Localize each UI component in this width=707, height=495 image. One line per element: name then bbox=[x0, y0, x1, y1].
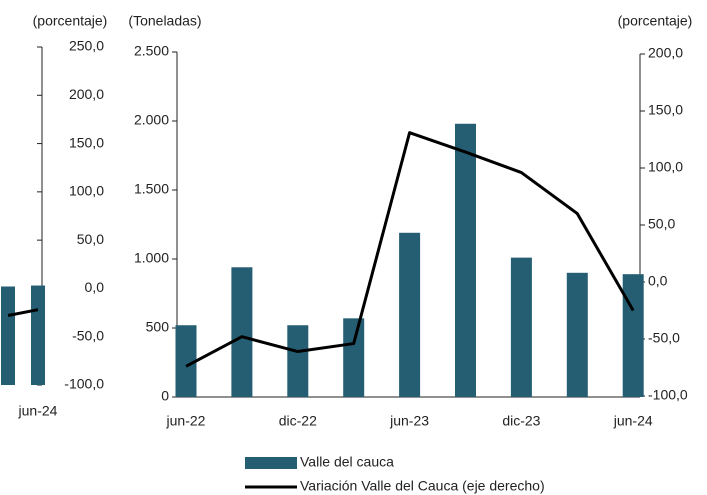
legend-label: Valle del cauca bbox=[300, 454, 394, 470]
y2-tick-label: 100,0 bbox=[648, 159, 683, 175]
y2-tick-label: 50,0 bbox=[77, 231, 104, 247]
bar bbox=[510, 257, 532, 397]
x-tick-label: jun-24 bbox=[613, 413, 653, 429]
x-tick-label: jun-22 bbox=[166, 413, 206, 429]
y2-tick-label: -100,0 bbox=[64, 376, 104, 392]
y2-axis-title: (porcentaje) bbox=[33, 13, 108, 29]
y2-tick-label: 200,0 bbox=[648, 45, 683, 61]
bar bbox=[31, 285, 45, 385]
y2-tick-label: -50,0 bbox=[648, 330, 680, 346]
line bbox=[7, 308, 39, 317]
y-tick-label: 1.000 bbox=[134, 250, 169, 266]
y2-tick-label: 50,0 bbox=[648, 216, 675, 232]
y-tick-label: 2.500 bbox=[134, 43, 169, 59]
y2-tick-label: 0,0 bbox=[85, 279, 105, 295]
bar bbox=[455, 123, 476, 397]
line bbox=[185, 131, 635, 368]
y2-tick-label: 0,0 bbox=[648, 273, 668, 289]
y2-tick-label: 200,0 bbox=[69, 86, 104, 102]
bar bbox=[399, 232, 421, 397]
y-tick-label: 0 bbox=[161, 388, 169, 404]
bar bbox=[343, 318, 365, 397]
y-tick-label: 1.500 bbox=[134, 181, 169, 197]
y-tick-label: 2.000 bbox=[134, 112, 169, 128]
y2-tick-label: 150,0 bbox=[648, 102, 683, 118]
y2-tick-label: -100,0 bbox=[648, 387, 688, 403]
x-tick-label: jun-23 bbox=[389, 413, 429, 429]
bar bbox=[1, 286, 15, 385]
y-tick-label: 500 bbox=[146, 319, 170, 335]
legend-swatch bbox=[245, 457, 297, 469]
bar bbox=[175, 325, 197, 397]
y2-tick-label: 250,0 bbox=[69, 38, 104, 54]
bar bbox=[566, 272, 588, 397]
x-tick-label: dic-23 bbox=[502, 413, 540, 429]
x-tick-label: dic-22 bbox=[279, 413, 317, 429]
bar bbox=[622, 274, 644, 397]
y-axis-title: (Toneladas) bbox=[128, 13, 201, 29]
y2-tick-label: 100,0 bbox=[69, 183, 104, 199]
bar bbox=[231, 267, 253, 397]
y2-tick-label: -50,0 bbox=[72, 327, 104, 343]
legend-label: Variación Valle del Cauca (eje derecho) bbox=[300, 478, 545, 494]
y2-tick-label: 150,0 bbox=[69, 134, 104, 150]
y2-axis-title: (porcentaje) bbox=[618, 13, 693, 29]
x-tick-label: jun-24 bbox=[18, 403, 58, 419]
bar bbox=[287, 325, 309, 397]
